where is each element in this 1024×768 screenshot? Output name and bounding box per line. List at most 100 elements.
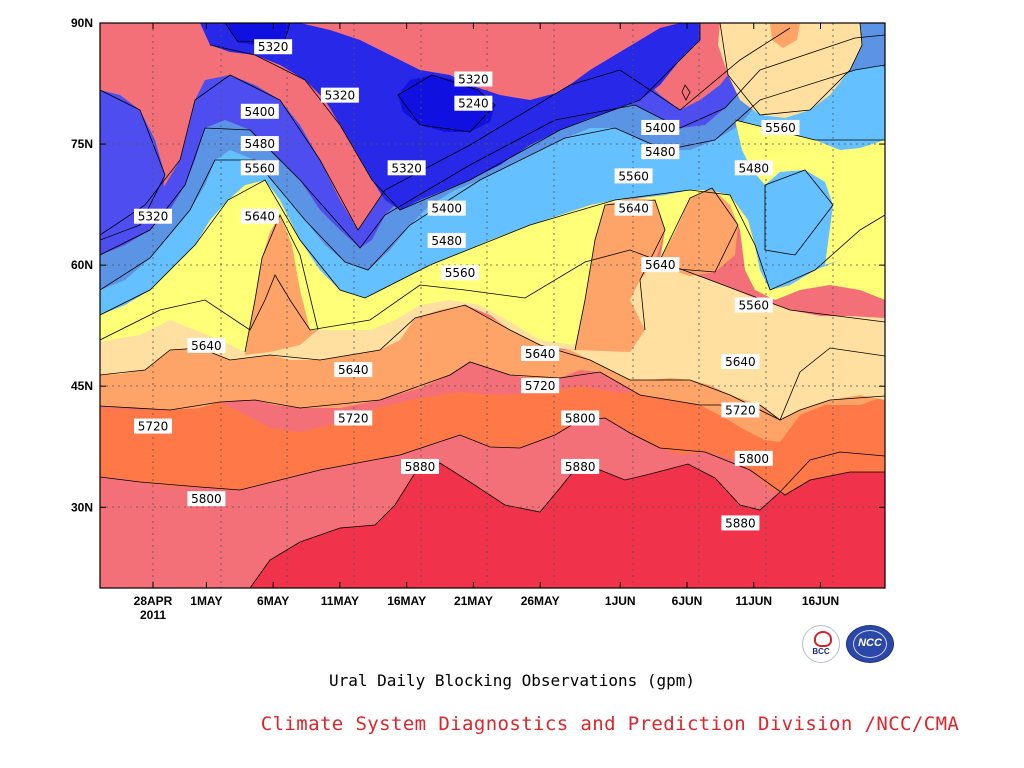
y-tick-label: 30N xyxy=(71,500,93,514)
contour-label-value: 5640 xyxy=(338,363,369,377)
contour-label-box xyxy=(521,378,560,394)
contour-label: 5480 xyxy=(734,160,773,176)
contour-label-box xyxy=(240,103,279,119)
contour-label-value: 5320 xyxy=(325,89,356,103)
contour-label-box xyxy=(134,208,172,224)
x-tick-label: 11MAY xyxy=(321,594,359,608)
contour-label-box xyxy=(614,168,653,184)
contour-label: 5720 xyxy=(334,410,373,426)
contour-label: 5560 xyxy=(240,160,279,176)
contour-label-box xyxy=(427,232,466,248)
band-5560-5640 xyxy=(100,180,885,352)
contour-label: 5320 xyxy=(134,208,172,224)
plot-area xyxy=(100,23,885,588)
contour-label-box xyxy=(254,39,293,55)
credit-line: Climate System Diagnostics and Predictio… xyxy=(260,713,960,735)
contour-label-box xyxy=(134,418,172,434)
band-5480-5560 xyxy=(100,65,885,315)
band-5720-5800-topright xyxy=(770,23,800,48)
contour-label-value: 5480 xyxy=(738,161,769,175)
x-tick-label: 11JUN xyxy=(735,594,772,608)
contour-labels: 5320 5320 5240 5320 5400 5480 5560 5320 5640 5320… xyxy=(134,39,800,531)
contour-label-box xyxy=(721,402,760,418)
contour-label-value: 5720 xyxy=(338,412,369,426)
contour-label: 5320 xyxy=(320,87,359,103)
band-5720-5800-tongue-a xyxy=(245,215,318,355)
contour-label: 5880 xyxy=(401,458,439,474)
contour-label-box xyxy=(521,345,560,361)
contour-label-value: 5640 xyxy=(618,202,649,216)
contour-label-value: 5400 xyxy=(645,121,676,135)
band-above-5960 xyxy=(250,452,885,588)
contour-label: 5720 xyxy=(721,402,760,418)
y-tick-label: 75N xyxy=(71,137,93,151)
contour-label-box xyxy=(641,119,680,135)
contour-label-box xyxy=(320,87,359,103)
contour-label: 5640 xyxy=(614,200,653,216)
band-5720-5800-tongue-c xyxy=(660,188,738,276)
ncc-logo-text: NCC xyxy=(858,637,882,649)
contour-label-value: 5880 xyxy=(725,516,756,530)
x-tick-label: 6MAY xyxy=(257,594,289,608)
x-tick-label: 1JUN xyxy=(605,594,636,608)
contour-label-value: 5400 xyxy=(245,105,276,119)
contour-label-value: 5320 xyxy=(258,40,289,54)
bcc-logo: BCC xyxy=(802,625,840,663)
contour-label-value: 5560 xyxy=(765,121,796,135)
contour-label: 5560 xyxy=(614,168,653,184)
contour-label-value: 5640 xyxy=(525,347,556,361)
contour-label-value: 5640 xyxy=(191,339,222,353)
contour-label-box xyxy=(427,200,466,216)
contour-label-box xyxy=(187,491,226,507)
x-year-label: 2011 xyxy=(140,608,166,622)
contour-label: 5400 xyxy=(641,119,680,135)
contour-label-box xyxy=(240,136,279,152)
band-5560-5640-midright xyxy=(735,120,885,265)
contour-label-box xyxy=(614,200,653,216)
bcc-emblem-icon xyxy=(814,631,832,647)
x-tick-label: 6JUN xyxy=(672,594,703,608)
contour-label-value: 5880 xyxy=(405,460,436,474)
contour-label-value: 5480 xyxy=(645,145,676,159)
contour-label-value: 5240 xyxy=(458,97,489,111)
contour-label-box xyxy=(761,119,800,135)
bcc-logo-text: BCC xyxy=(812,647,830,656)
contour-label-value: 5880 xyxy=(565,460,596,474)
contour-label: 5560 xyxy=(734,297,773,313)
band-5720-5800 xyxy=(100,300,885,442)
contour-label: 5640 xyxy=(334,362,373,378)
x-tick-label: 1MAY xyxy=(190,594,222,608)
contour-label: 5880 xyxy=(721,515,760,531)
y-tick-label: 90N xyxy=(71,16,93,30)
globe-icon xyxy=(853,630,887,658)
contour-label-value: 5800 xyxy=(565,412,596,426)
band-5400-5480-right xyxy=(860,23,885,68)
x-tick-label: 16JUN xyxy=(802,594,839,608)
contour-label-value: 5800 xyxy=(191,492,222,506)
contour-label-box xyxy=(734,160,773,176)
contour-label: 5400 xyxy=(240,103,279,119)
contour-label-box xyxy=(641,257,680,273)
contour-label: 5800 xyxy=(561,410,600,426)
contour-label-box xyxy=(734,297,773,313)
contour-label-value: 5720 xyxy=(525,379,556,393)
contour-label-box xyxy=(334,362,373,378)
x-tick-label: 28APR xyxy=(134,594,173,608)
contour-label-value: 5720 xyxy=(138,420,169,434)
contour-label-box xyxy=(401,458,439,474)
y-tick-label: 60N xyxy=(71,258,93,272)
contour-label-value: 5640 xyxy=(645,258,676,272)
contour-label-box xyxy=(641,144,680,160)
contour-label-box xyxy=(721,515,760,531)
contour-label-box xyxy=(441,265,480,281)
chart-caption: Ural Daily Blocking Observations (gpm) xyxy=(328,671,696,690)
contour-label: 5880 xyxy=(561,458,600,474)
grid-lines xyxy=(100,23,885,588)
contour-label-box xyxy=(454,95,493,111)
contour-label-value: 5560 xyxy=(445,266,476,280)
contour-label-value: 5560 xyxy=(245,161,276,175)
band-below-5320-left xyxy=(100,90,165,240)
contour-label: 5800 xyxy=(734,450,773,466)
